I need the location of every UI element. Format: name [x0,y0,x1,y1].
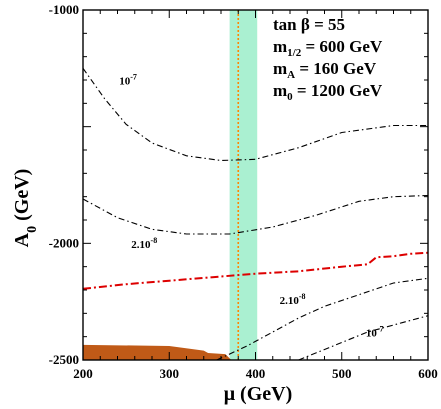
contour-label-base: 2.10 [280,295,300,307]
contour-label: 10-7 [366,325,384,340]
contour-line-5 [298,315,428,360]
legend-tail: = 1200 GeV [293,81,383,100]
contour-label-exponent: -8 [151,236,158,245]
legend-line-1: tan β = 55 [273,15,345,34]
legend-sub: A [287,69,295,81]
legend-main: tan β = 55 [273,15,345,34]
x-tick-label: 300 [160,366,180,381]
contour-label-base: 10 [366,328,378,340]
x-tick-label: 400 [246,366,266,381]
contour-label-base: 10 [119,76,131,88]
x-tick-label: 600 [418,366,438,381]
legend-tail: = 160 GeV [295,59,377,78]
legend-main: m [273,81,287,100]
legend-sub: 0 [287,91,293,103]
legend-tail: = 600 GeV [301,37,383,56]
legend-sub: 1/2 [287,47,302,59]
x-tick-label: 200 [73,366,93,381]
x-axis-title: μ (GeV) [224,383,293,405]
contour-label: 10-7 [119,73,137,88]
allowed-band [229,10,258,360]
contour-label-exponent: -7 [377,325,384,334]
plot-layer: 200 300 400 500 600-2500-2000-100010-72.10-8… [49,2,438,381]
legend-line-3: mA = 160 GeV [273,59,377,81]
y-axis-title-main: A [11,232,33,247]
contour-label: 2.10-8 [131,236,157,251]
contour-line-2 [83,194,428,235]
y-tick-label: -2000 [49,235,79,250]
y-tick-label: -2500 [49,352,79,367]
legend-line-2: m1/2 = 600 GeV [273,37,383,59]
y-axis-title-unit: (GeV) [11,169,33,226]
y-axis-title-sub: 0 [25,226,40,233]
y-tick-label: -1000 [49,2,79,17]
contour-label-exponent: -8 [299,292,306,301]
x-tick-label: 500 [332,366,352,381]
contour-label: 2.10-8 [280,292,306,307]
y-axis-title: A0 (GeV) [11,169,40,248]
legend-main: m [273,37,287,56]
excluded-region [83,344,232,360]
contour-label-base: 2.10 [131,239,151,251]
legend-line-4: m0 = 1200 GeV [273,81,383,103]
contour-line-1 [83,67,428,162]
legend-main: m [273,59,287,78]
contour-label-exponent: -7 [130,73,137,82]
